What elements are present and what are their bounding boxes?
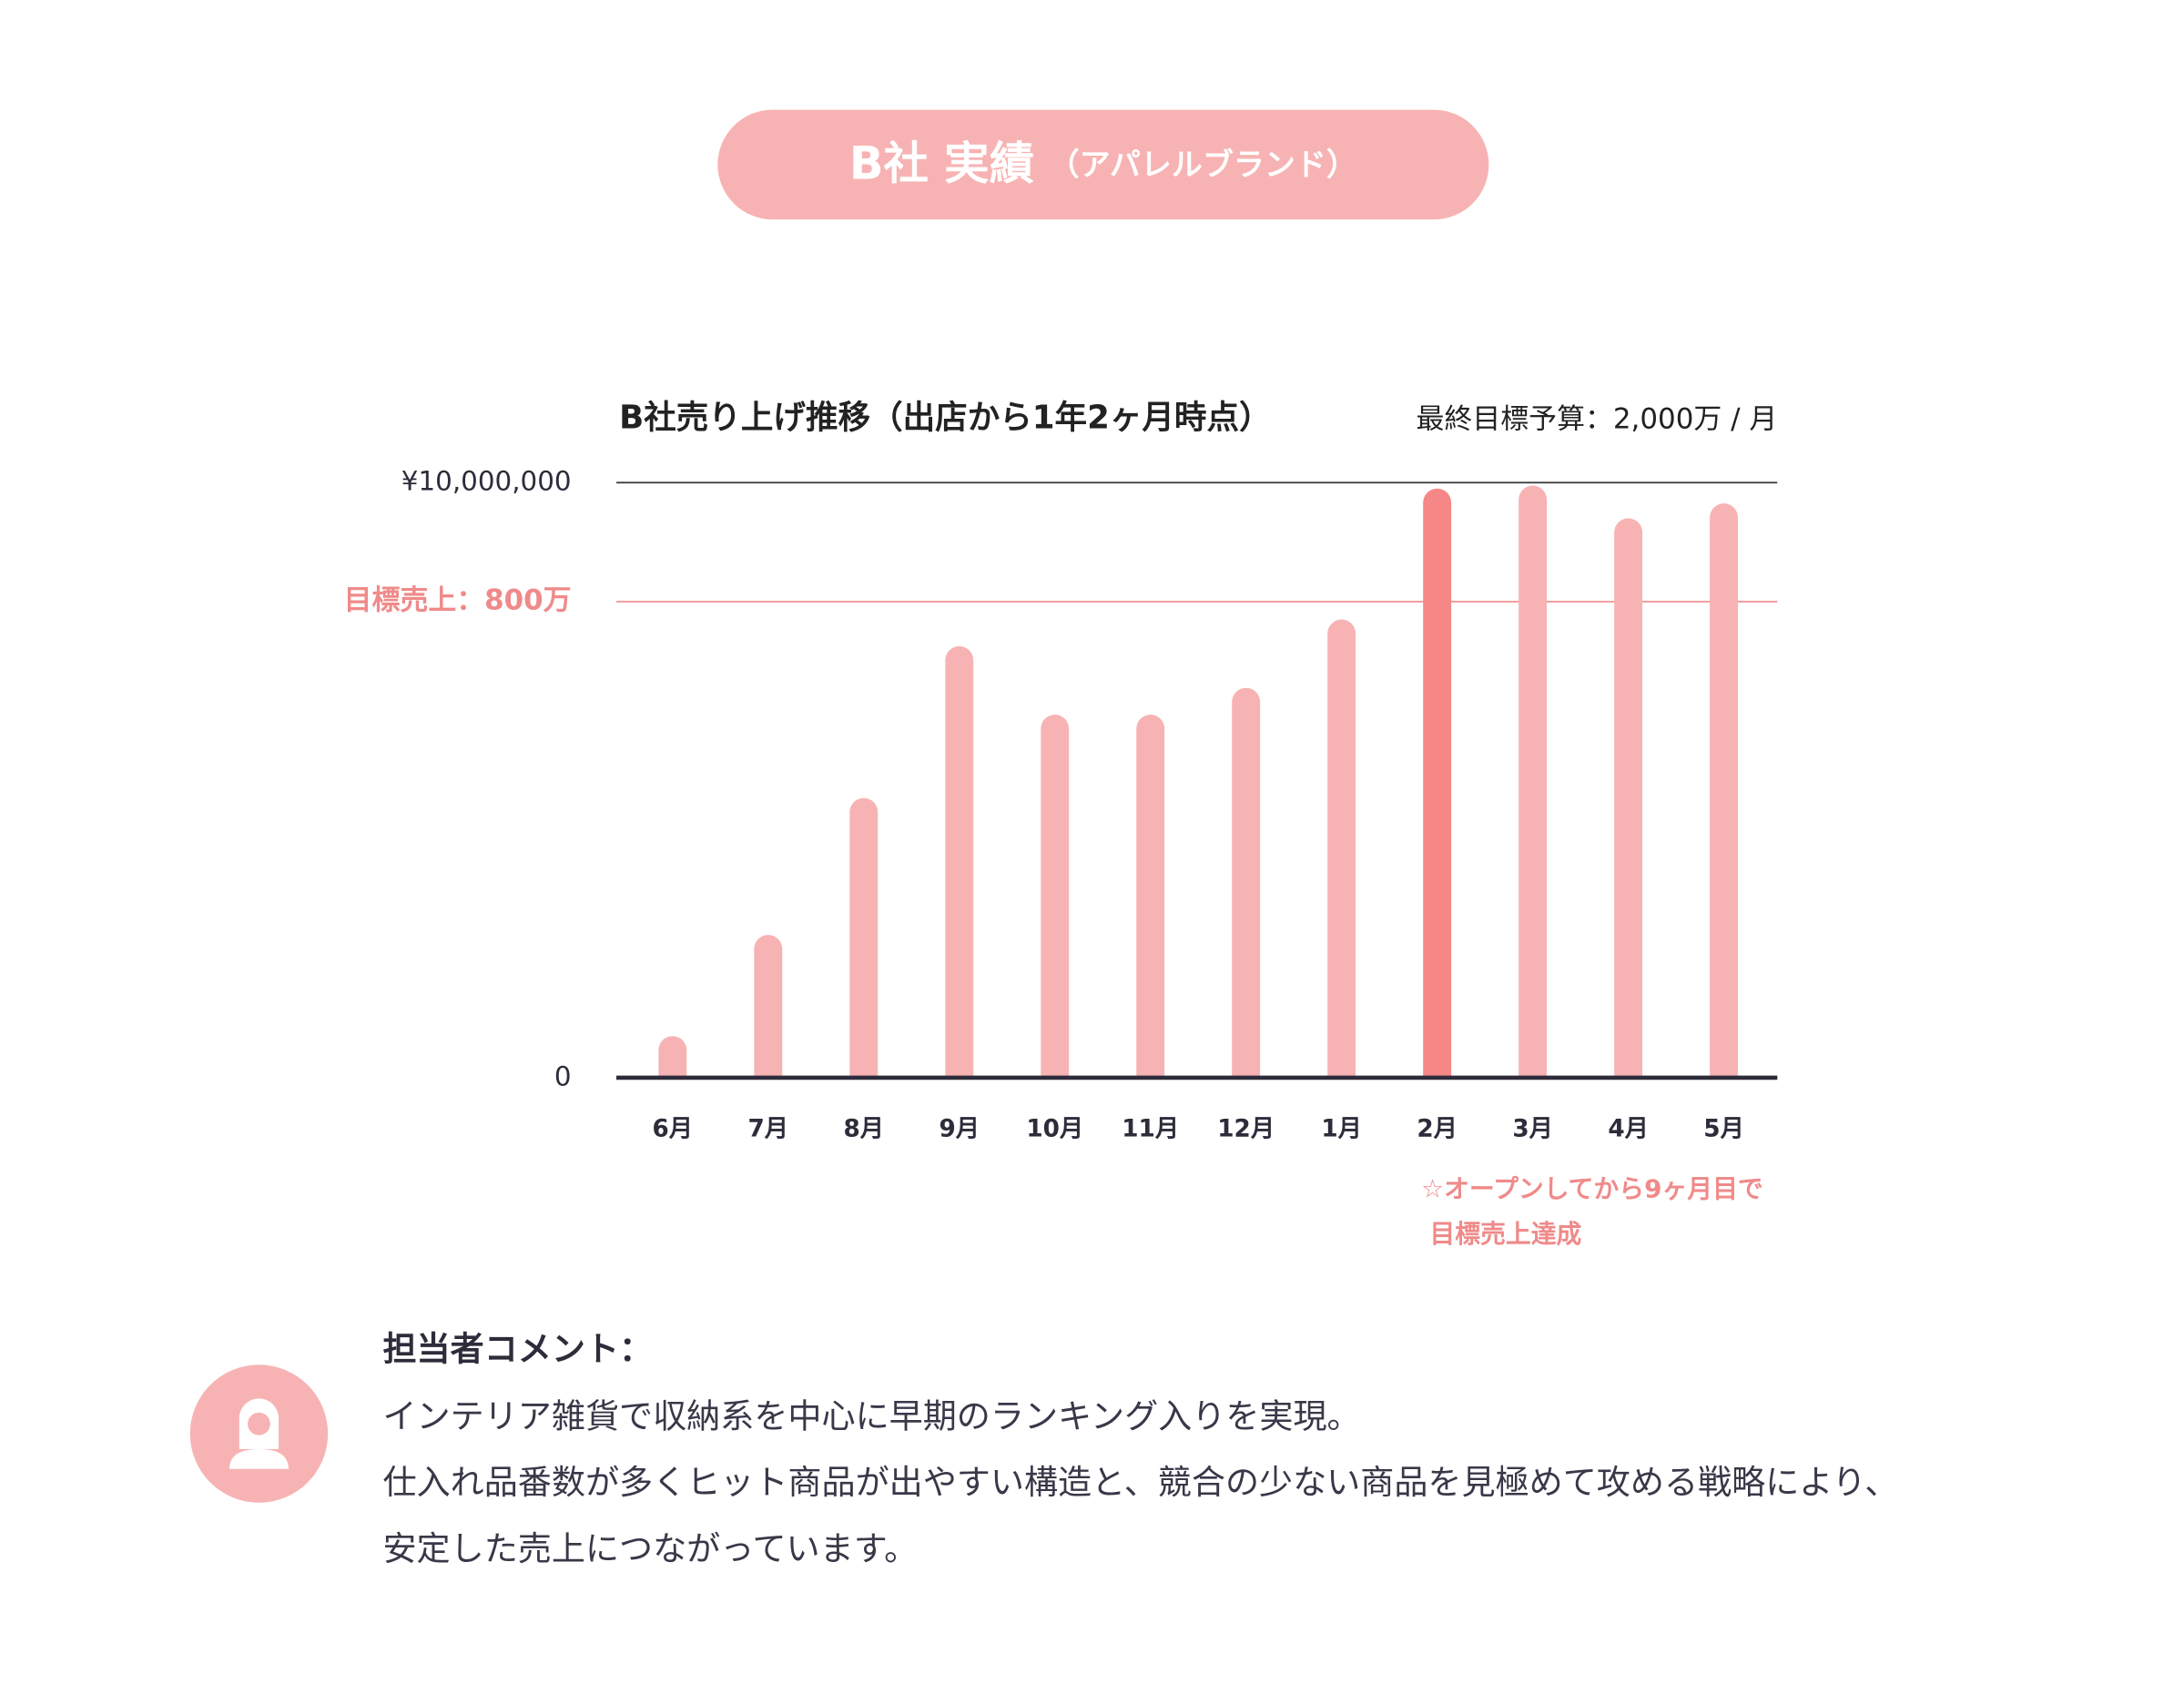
header-title: B社 実績 （アパレルブランド）: [849, 137, 1357, 189]
annotation: 目標売上達成: [1429, 1219, 1581, 1249]
bar: [658, 1036, 687, 1078]
comment-line: 仕入れ品番数が多くヒット商品が出やすい構造と、競合の少ない商品を見極めて攻める戦…: [382, 1463, 1898, 1502]
bar: [1519, 485, 1548, 1078]
x-tick-label: 7月: [748, 1116, 789, 1143]
bar: [754, 935, 783, 1078]
comment-line: 安定した売上につながっています。: [382, 1529, 918, 1568]
bar: [849, 797, 879, 1078]
comment-line: インテリア雑貨で収納系を中心に早期のランキング入りを実現。: [382, 1397, 1360, 1436]
comment-body: インテリア雑貨で収納系を中心に早期のランキング入りを実現。仕入れ品番数が多くヒッ…: [382, 1397, 1898, 1568]
x-tick-label: 10月: [1026, 1116, 1083, 1143]
bar: [945, 645, 974, 1078]
bar: [1136, 715, 1165, 1078]
x-tick-label: 8月: [844, 1116, 885, 1143]
chart-subtitle: 最終目標予算：2,000万 / 月: [1417, 403, 1778, 436]
bar: [1041, 715, 1070, 1078]
title-pill: [717, 109, 1489, 220]
comment-title: 担当者コメント：: [382, 1329, 653, 1368]
avatar-icon: [229, 1398, 289, 1469]
annotation: ☆オープンしてから9ヶ月目で: [1421, 1174, 1763, 1204]
x-tick-label: 12月: [1217, 1116, 1275, 1143]
header-main: B社 実績: [849, 137, 1034, 189]
chart-title: B社売り上げ推移（出店から1年2ヶ月時点）: [619, 400, 1271, 437]
x-tick-label: 5月: [1703, 1116, 1744, 1143]
x-tick-label: 1月: [1321, 1116, 1362, 1143]
x-tick-label: 3月: [1512, 1116, 1553, 1143]
y-tick-label: 0: [554, 1060, 572, 1091]
x-tick-label: 6月: [653, 1116, 694, 1143]
target-label: 目標売上：800万: [344, 583, 572, 616]
x-tick-label: 4月: [1608, 1116, 1649, 1143]
bar: [1327, 619, 1356, 1078]
x-tick-label: 9月: [939, 1116, 980, 1143]
x-tick-label: 11月: [1122, 1116, 1179, 1143]
bar: [1423, 488, 1452, 1078]
x-tick-label: 2月: [1417, 1116, 1458, 1143]
bar: [1232, 687, 1261, 1078]
y-tick-label: ¥10,000,000: [401, 466, 572, 497]
bar: [1614, 518, 1643, 1078]
bar: [1710, 503, 1739, 1078]
header-sub: （アパレルブランド）: [1049, 147, 1357, 183]
